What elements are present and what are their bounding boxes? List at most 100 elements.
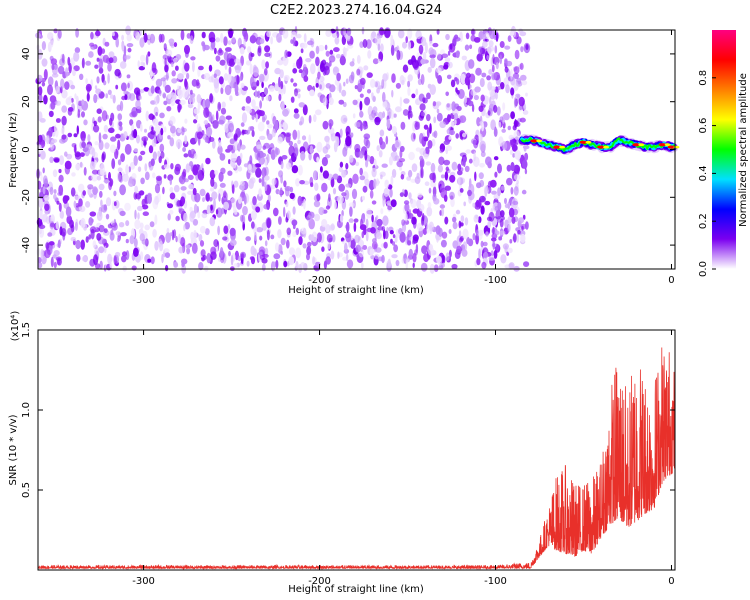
noise-speckle xyxy=(263,87,269,95)
noise-speckle xyxy=(219,59,226,66)
noise-speckle xyxy=(71,98,74,103)
noise-speckle xyxy=(294,88,298,97)
noise-speckle xyxy=(78,183,85,193)
noise-speckle xyxy=(343,81,346,87)
noise-speckle xyxy=(375,178,380,187)
noise-speckle xyxy=(428,187,432,194)
noise-speckle xyxy=(391,89,394,98)
noise-speckle xyxy=(79,205,86,213)
noise-speckle xyxy=(144,163,148,172)
noise-speckle xyxy=(395,259,400,267)
noise-speckle xyxy=(443,140,450,146)
noise-speckle xyxy=(182,168,187,178)
noise-speckle xyxy=(103,228,108,234)
noise-speckle xyxy=(429,40,433,47)
noise-speckle xyxy=(345,162,349,170)
noise-speckle xyxy=(162,79,167,88)
noise-speckle xyxy=(475,233,479,245)
noise-speckle xyxy=(160,33,165,43)
noise-speckle xyxy=(127,47,132,53)
noise-speckle xyxy=(261,116,266,123)
noise-speckle xyxy=(122,251,127,257)
noise-speckle xyxy=(171,70,176,77)
noise-speckle xyxy=(491,72,497,80)
noise-speckle xyxy=(186,33,191,39)
noise-speckle xyxy=(266,218,271,229)
noise-speckle xyxy=(96,76,100,84)
noise-speckle xyxy=(421,37,427,47)
noise-speckle xyxy=(375,247,382,253)
noise-speckle xyxy=(335,53,341,59)
noise-speckle xyxy=(275,259,279,269)
noise-speckle xyxy=(223,73,229,81)
noise-speckle xyxy=(154,183,161,194)
noise-speckle xyxy=(429,123,432,134)
noise-speckle xyxy=(520,233,526,243)
noise-speckle xyxy=(230,254,234,266)
noise-speckle xyxy=(283,180,287,188)
noise-speckle xyxy=(81,141,86,148)
noise-speckle xyxy=(413,133,416,140)
noise-speckle xyxy=(430,162,436,173)
noise-speckle xyxy=(345,125,351,137)
noise-speckle xyxy=(97,46,103,56)
noise-speckle xyxy=(164,84,171,93)
noise-speckle xyxy=(213,77,219,89)
colorbar-tick-label: 0.6 xyxy=(698,118,709,134)
noise-speckle xyxy=(499,218,504,228)
noise-speckle xyxy=(330,223,335,231)
noise-speckle xyxy=(269,85,275,92)
noise-speckle xyxy=(267,194,271,203)
noise-speckle xyxy=(217,225,221,236)
noise-speckle xyxy=(229,95,233,102)
noise-speckle xyxy=(427,66,432,73)
noise-speckle xyxy=(501,128,507,133)
noise-speckle xyxy=(390,34,394,45)
noise-speckle xyxy=(422,51,427,61)
noise-speckle xyxy=(386,260,392,269)
noise-speckle xyxy=(402,64,409,73)
noise-speckle xyxy=(446,74,452,80)
noise-speckle xyxy=(450,79,456,88)
noise-speckle xyxy=(384,28,391,39)
noise-speckle xyxy=(382,111,386,118)
noise-speckle xyxy=(204,136,209,143)
noise-speckle xyxy=(292,129,298,140)
noise-speckle xyxy=(184,221,190,230)
noise-speckle xyxy=(516,167,520,176)
noise-speckle xyxy=(243,195,247,205)
noise-speckle xyxy=(237,166,243,172)
noise-speckle xyxy=(427,202,432,209)
noise-speckle xyxy=(292,68,298,74)
noise-speckle xyxy=(152,118,159,126)
noise-speckle xyxy=(238,88,242,96)
noise-speckle xyxy=(382,196,386,207)
chart-title: C2E2.2023.274.16.04.G24 xyxy=(270,3,442,18)
noise-speckle xyxy=(288,140,293,147)
noise-speckle xyxy=(231,36,236,43)
noise-speckle xyxy=(37,111,43,122)
noise-speckle xyxy=(415,30,422,40)
noise-speckle xyxy=(189,35,194,45)
noise-speckle xyxy=(524,152,529,161)
noise-speckle xyxy=(264,52,271,57)
noise-speckle xyxy=(317,71,321,80)
noise-speckle xyxy=(354,234,360,244)
noise-speckle xyxy=(486,96,489,102)
noise-speckle xyxy=(273,253,281,260)
noise-speckle xyxy=(98,246,105,254)
noise-speckle xyxy=(180,186,187,191)
noise-speckle xyxy=(425,161,432,166)
noise-speckle xyxy=(58,168,62,174)
noise-speckle xyxy=(467,189,472,197)
noise-speckle xyxy=(338,166,343,173)
noise-speckle xyxy=(376,218,383,227)
noise-speckle xyxy=(195,114,199,121)
noise-speckle xyxy=(436,108,440,114)
noise-speckle xyxy=(202,99,206,110)
noise-speckle xyxy=(463,201,467,207)
noise-speckle xyxy=(136,109,142,114)
noise-speckle xyxy=(493,127,498,137)
noise-speckle xyxy=(113,190,117,197)
noise-speckle xyxy=(462,156,466,168)
